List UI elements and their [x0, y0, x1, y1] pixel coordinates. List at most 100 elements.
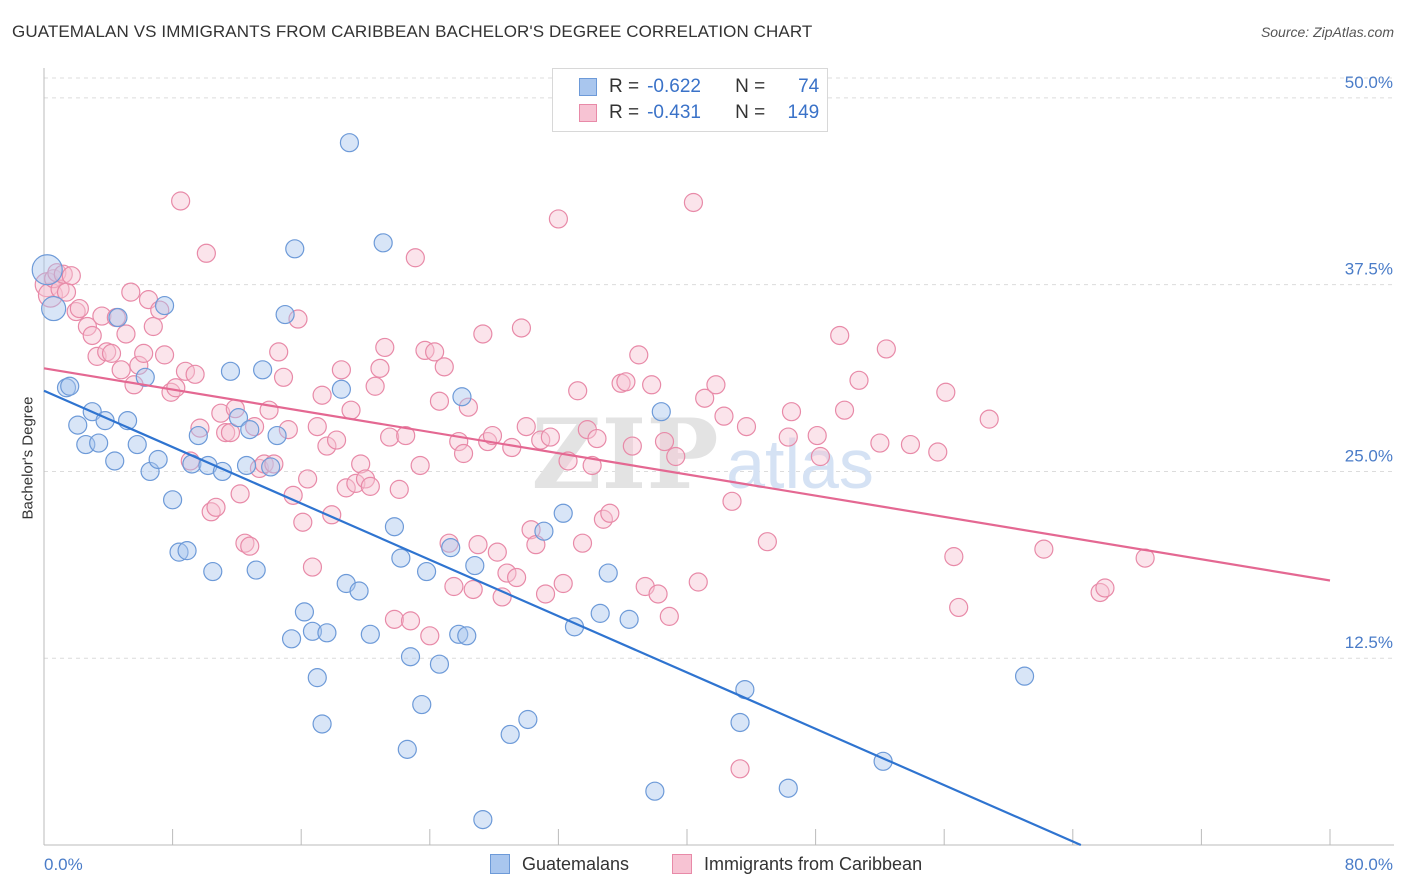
caribbean-point: [830, 325, 850, 346]
caribbean-point: [211, 403, 231, 423]
caribbean-point: [730, 759, 750, 779]
caribbean-point: [293, 512, 313, 532]
caribbean-point: [331, 360, 351, 380]
caribbean-point: [648, 584, 668, 604]
guatemalan-trend-line: [43, 389, 1082, 847]
guatemalan-point: [169, 542, 189, 562]
guatemalan-point: [253, 360, 273, 380]
caribbean-point: [389, 479, 409, 499]
caribbean-point: [116, 324, 136, 344]
guatemalan-point: [220, 361, 241, 381]
caribbean-point: [666, 446, 686, 467]
guatemalan-point: [105, 451, 125, 471]
guatemalan-point: [500, 724, 520, 745]
legend-row-guatemalans: R = -0.622 N = 74: [553, 74, 819, 100]
caribbean-point: [582, 455, 602, 476]
source-label: Source: ZipAtlas.com: [1260, 24, 1394, 40]
guatemalan-point: [188, 425, 208, 446]
caribbean-point: [944, 547, 964, 567]
caribbean-point: [240, 536, 260, 556]
caribbean-point: [629, 345, 649, 365]
caribbean-point: [87, 346, 107, 366]
guatemalan-point: [302, 621, 323, 641]
caribbean-point: [278, 420, 298, 440]
guatemalan-point: [429, 654, 450, 674]
legend-n-value: 74: [798, 76, 820, 97]
correlation-legend: R = -0.622 N = 74 R = -0.431 N = 149: [552, 68, 828, 132]
guatemalan-point: [452, 387, 472, 407]
guatemalan-point: [619, 609, 639, 629]
caribbean-point: [121, 282, 141, 302]
guatemalan-point: [331, 379, 351, 399]
bottom-legend-swatch-pink: [672, 854, 692, 874]
caribbean-point: [1034, 539, 1054, 559]
guatemalan-point: [307, 668, 327, 688]
guatemalan-point: [275, 304, 295, 325]
caribbean-point: [360, 476, 380, 496]
caribbean-point: [568, 381, 588, 401]
caribbean-point: [196, 243, 216, 263]
guatemalan-point: [384, 517, 405, 537]
caribbean-point: [61, 266, 81, 286]
caribbean-point: [429, 391, 450, 411]
caribbean-point: [468, 535, 488, 555]
legend-r-label: R =: [609, 102, 640, 123]
caribbean-point: [396, 425, 416, 446]
legend-n-label: N =: [735, 76, 766, 97]
caribbean-point: [230, 484, 250, 504]
caribbean-point: [757, 532, 777, 552]
caribbean-point: [714, 406, 734, 426]
guatemalan-point: [203, 561, 223, 582]
guatemalan-point: [397, 739, 417, 759]
caribbean-point: [807, 425, 827, 446]
caribbean-point: [463, 579, 483, 600]
caribbean-point: [425, 342, 445, 362]
caribbean-point: [370, 358, 390, 378]
caribbean-point: [77, 316, 98, 337]
guatemalan-point: [373, 233, 393, 253]
caribbean-point: [548, 209, 569, 229]
caribbean-point: [949, 597, 969, 618]
guatemalan-point: [416, 561, 437, 582]
caribbean-point: [458, 397, 478, 417]
guatemalan-point: [534, 521, 554, 541]
y-tick-label: 25.0%: [1345, 446, 1393, 465]
caribbean-point: [876, 339, 896, 359]
caribbean-point: [781, 402, 802, 422]
caribbean-point: [307, 417, 327, 437]
caribbean-point: [302, 557, 323, 577]
caribbean-point: [143, 316, 163, 337]
x-tick-min: 0.0%: [44, 855, 83, 874]
legend-row-caribbean: R = -0.431 N = 149: [553, 100, 819, 126]
trend-lines: [43, 367, 1331, 847]
caribbean-point: [384, 609, 405, 629]
caribbean-point: [273, 367, 294, 387]
caribbean-point: [269, 342, 289, 362]
guatemalan-point: [281, 629, 302, 649]
caribbean-point: [659, 606, 679, 626]
caribbean-point: [587, 428, 607, 449]
bottom-legend-label: Immigrants from Caribbean: [704, 853, 923, 874]
caribbean-point: [185, 364, 205, 384]
caribbean-point: [722, 491, 742, 511]
guatemalan-point: [261, 457, 281, 477]
caribbean-point: [482, 425, 503, 446]
guatemalan-point: [457, 626, 477, 646]
caribbean-point: [380, 427, 400, 447]
caribbean-point: [82, 325, 102, 346]
caribbean-point: [365, 376, 385, 396]
guatemalan-point: [41, 295, 67, 322]
caribbean-point: [101, 343, 122, 363]
guatemalan-point: [400, 647, 421, 667]
guatemalan-point: [177, 541, 197, 561]
caribbean-point: [507, 567, 527, 588]
guatemalan-point: [1014, 666, 1035, 686]
watermark-atlas: atlas: [726, 425, 874, 503]
legend-n-label: N =: [735, 102, 766, 123]
caribbean-point: [834, 400, 855, 420]
guatemalan-point: [465, 555, 485, 576]
caribbean-point: [400, 611, 421, 631]
guatemalan-point: [349, 581, 369, 601]
caribbean-point: [849, 370, 869, 390]
